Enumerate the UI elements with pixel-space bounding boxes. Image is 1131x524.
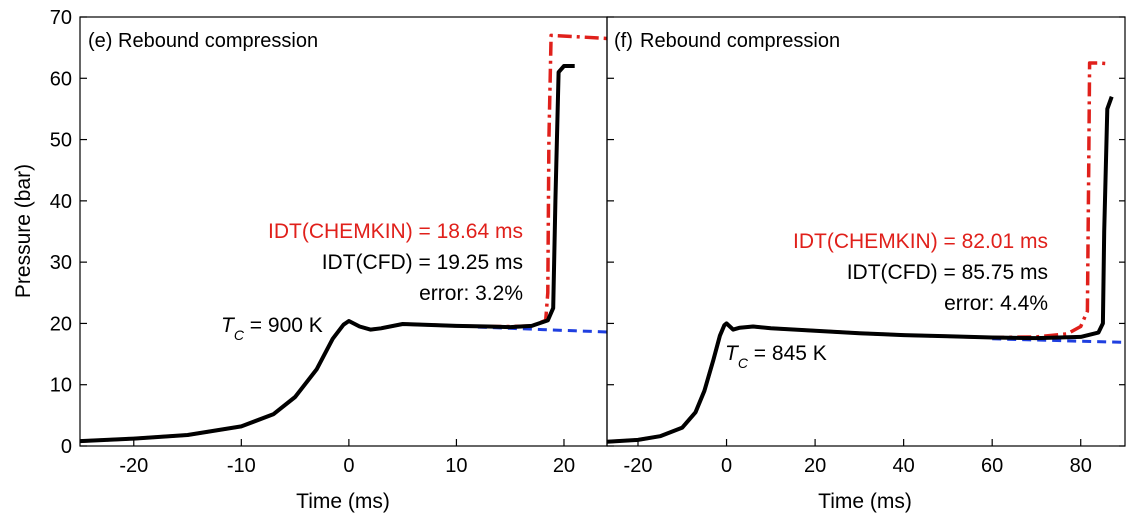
panel-f-xtick-label: 20 xyxy=(804,455,826,477)
panel-f-xtick-label: -20 xyxy=(624,455,653,477)
panel-e-series-solid-line xyxy=(79,64,575,444)
panel-f-xtick-label: 40 xyxy=(893,455,915,477)
panel-e-ytick-label: 20 xyxy=(50,313,72,335)
panel-e: -20 -10 0 10 20 0 10 20 30 40 50 60 70 (e) Rebound c… xyxy=(12,7,608,513)
panel-e-ytick-label: 10 xyxy=(50,375,72,397)
panel-e-xtick-label: 0 xyxy=(343,455,354,477)
panel-f-idt-chemkin: IDT(CHEMKIN) = 82.01 ms xyxy=(793,230,1048,253)
panel-f-xtick-label: 80 xyxy=(1070,455,1092,477)
panel-f-title: Rebound compression xyxy=(640,30,840,52)
panel-e-tc-annotation: TC = 900 K xyxy=(221,314,323,343)
panel-f-curves xyxy=(606,61,1126,444)
panel-f-ticks: -20 0 20 40 60 80 xyxy=(607,16,1125,477)
panel-f: -20 0 20 40 60 80 (f) Rebound compression Tim… xyxy=(606,16,1126,513)
panel-f-series-solid-line xyxy=(606,96,1114,444)
y-axis-label: Pressure (bar) xyxy=(12,164,35,298)
panel-e-ticks: -20 -10 0 10 20 0 10 20 30 40 50 60 70 xyxy=(50,7,575,477)
panel-e-label: (e) xyxy=(88,30,112,52)
panel-f-tc-annotation: TC = 845 K xyxy=(725,342,827,371)
panel-f-idt-cfd: IDT(CFD) = 85.75 ms xyxy=(847,261,1048,284)
panel-e-title: Rebound compression xyxy=(118,30,318,52)
panel-f-label: (f) xyxy=(614,30,633,52)
panel-e-ytick-label: 60 xyxy=(50,68,72,90)
panel-e-xtick-label: -20 xyxy=(119,455,148,477)
panel-e-error: error: 3.2% xyxy=(419,282,523,305)
panel-f-frame xyxy=(606,16,1126,447)
panel-f-xlabel: Time (ms) xyxy=(818,490,912,513)
panel-e-ytick-label: 50 xyxy=(50,130,72,152)
panel-e-xtick-label: -10 xyxy=(227,455,256,477)
panel-e-ytick-label: 40 xyxy=(50,191,72,213)
panel-f-xtick-label: 0 xyxy=(721,455,732,477)
panel-e-ytick-label: 30 xyxy=(50,252,72,274)
panel-f-xtick-label: 60 xyxy=(981,455,1003,477)
panel-e-idt-cfd: IDT(CFD) = 19.25 ms xyxy=(322,251,523,274)
panel-e-ytick-label: 0 xyxy=(61,436,72,458)
panel-e-idt-chemkin: IDT(CHEMKIN) = 18.64 ms xyxy=(268,220,523,243)
panel-e-xtick-label: 10 xyxy=(445,455,467,477)
panel-e-xlabel: Time (ms) xyxy=(296,490,390,513)
panel-e-xtick-label: 20 xyxy=(553,455,575,477)
panel-e-ytick-label: 70 xyxy=(50,7,72,29)
panel-e-curves xyxy=(79,33,608,444)
panel-f-error: error: 4.4% xyxy=(944,292,1048,315)
